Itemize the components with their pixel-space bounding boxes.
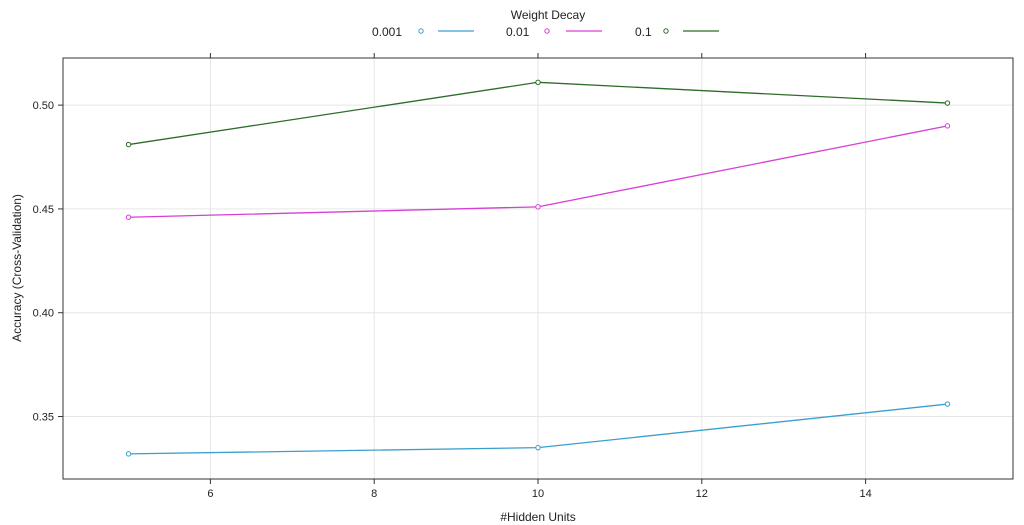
- legend-marker-0.01: [544, 28, 550, 34]
- y-tick-label: 0.35: [33, 412, 54, 424]
- legend-label-0.1: 0.1: [635, 25, 652, 39]
- data-point-0.1: [535, 79, 541, 85]
- data-point-0.01: [944, 123, 951, 129]
- data-point-0.1: [125, 141, 132, 148]
- axes-layer: 6 8 10 12 14 0.35 0.40 0.45 0.50: [33, 53, 872, 500]
- legend-label-0.001: 0.001: [372, 25, 402, 39]
- series-layer: [125, 79, 951, 457]
- x-tick-label: 10: [532, 488, 544, 500]
- y-tick-label: 0.45: [33, 204, 54, 216]
- data-point-0.01: [125, 214, 132, 220]
- legend-label-0.01: 0.01: [506, 25, 530, 39]
- x-tick-label: 8: [371, 488, 377, 500]
- data-point-0.001: [125, 451, 132, 457]
- legend-marker-0.1: [663, 28, 669, 34]
- x-tick-label: 6: [207, 488, 213, 500]
- legend-marker-0.001: [418, 28, 424, 34]
- y-tick-label: 0.50: [33, 100, 54, 112]
- data-point-0.001: [535, 444, 541, 451]
- y-axis-title: Accuracy (Cross-Validation): [10, 194, 24, 342]
- data-point-0.001: [944, 401, 951, 407]
- legend-title: Weight Decay: [511, 8, 585, 22]
- y-tick-label: 0.40: [33, 308, 54, 320]
- data-point-0.01: [535, 204, 541, 210]
- grid-layer: [63, 58, 1013, 479]
- data-point-0.1: [944, 100, 951, 106]
- x-tick-label: 12: [696, 488, 708, 500]
- x-tick-label: 14: [859, 488, 871, 500]
- x-axis-title: #Hidden Units: [500, 510, 575, 524]
- legend: 0.001 0.01 0.1: [372, 25, 719, 39]
